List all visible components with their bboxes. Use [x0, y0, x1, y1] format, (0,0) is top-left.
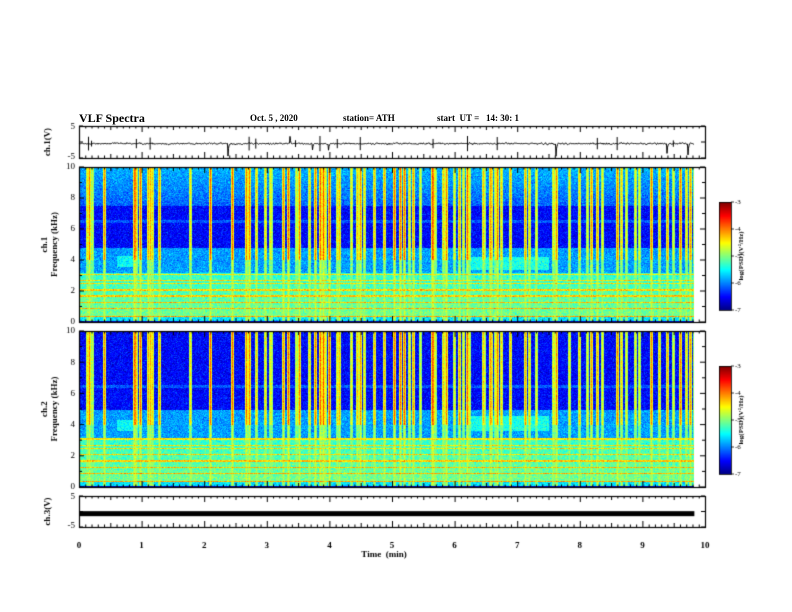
chart-title: VLF Spectra	[79, 111, 145, 125]
date-label: Oct. 5 , 2020	[250, 113, 298, 123]
station-label: station= ATH	[343, 113, 395, 123]
start-time-label: start UT = 14: 30: 1	[437, 113, 519, 123]
